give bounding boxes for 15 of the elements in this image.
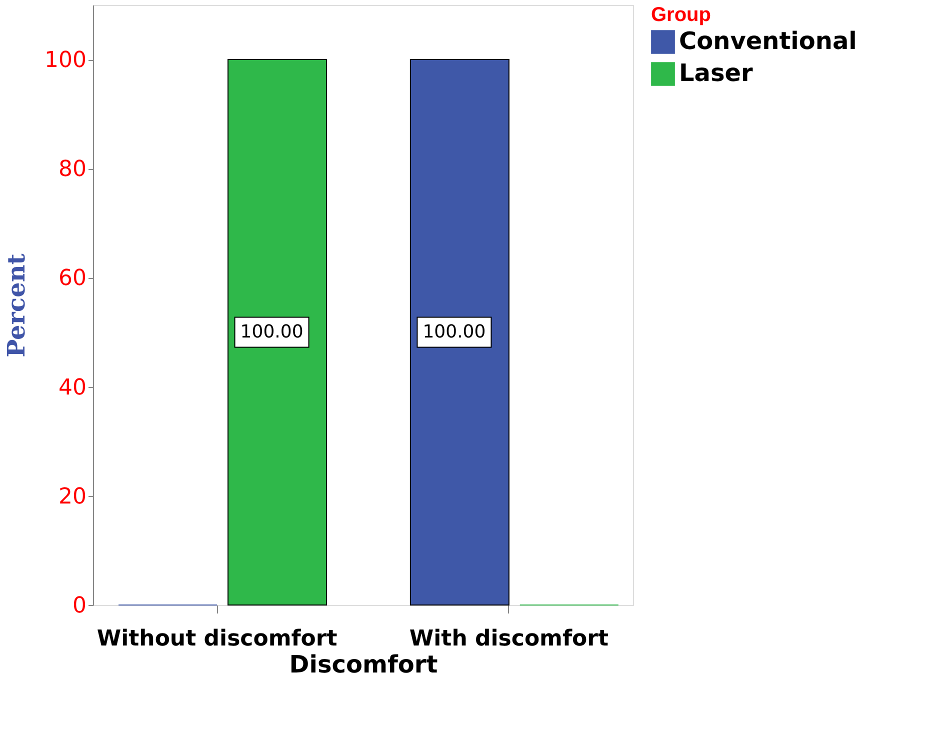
legend-title: Group — [651, 4, 711, 26]
data-label: 100.00 — [422, 321, 486, 342]
y-tick-label: 100 — [44, 48, 86, 74]
data-label: 100.00 — [240, 321, 304, 342]
y-tick-label: 80 — [58, 157, 86, 182]
legend-label: Conventional — [679, 27, 857, 55]
legend-label: Laser — [679, 59, 754, 87]
x-tick-label: With discomfort — [409, 626, 610, 652]
y-tick-label: 60 — [58, 266, 86, 292]
y-tick-label: 40 — [58, 375, 86, 400]
y-tick-label: 20 — [58, 484, 86, 510]
x-axis-title: Discomfort — [289, 650, 438, 678]
y-axis-title: Percent — [2, 254, 31, 358]
y-tick-label: 0 — [72, 594, 86, 618]
x-tick-label: Without discomfort — [96, 626, 338, 652]
